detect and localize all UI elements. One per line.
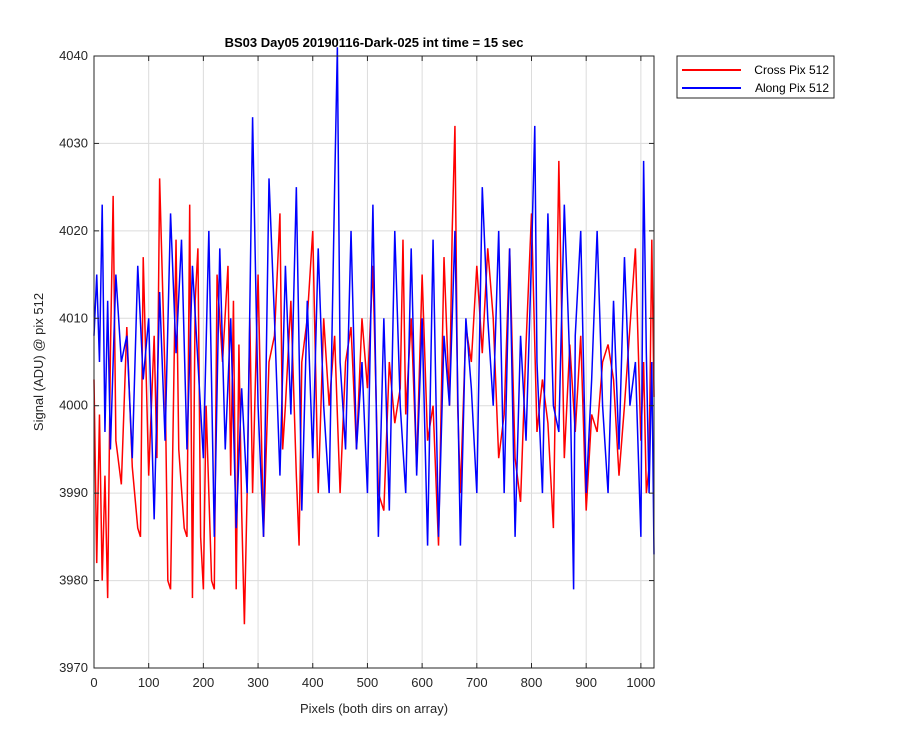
x-tick-label: 500	[357, 675, 379, 690]
x-tick-label: 200	[193, 675, 215, 690]
series-line-along-pix-512	[93, 47, 655, 590]
y-tick-label: 4010	[59, 310, 88, 325]
x-tick-label: 300	[247, 675, 269, 690]
y-tick-label: 3990	[59, 485, 88, 500]
y-axis-label: Signal (ADU) @ pix 512	[31, 293, 46, 431]
x-tick-label: 700	[466, 675, 488, 690]
y-tick-label: 3970	[59, 660, 88, 675]
y-tick-label: 4040	[59, 48, 88, 63]
y-tick-label: 3980	[59, 573, 88, 588]
x-tick-label: 900	[575, 675, 597, 690]
plot-series	[93, 47, 655, 625]
legend-box	[676, 55, 835, 99]
x-tick-label: 600	[411, 675, 433, 690]
y-tick-label: 4000	[59, 398, 88, 413]
x-tick-label: 400	[302, 675, 324, 690]
legend-label-cross: Cross Pix 512	[754, 63, 829, 77]
x-tick-label: 100	[138, 675, 160, 690]
x-tick-label: 800	[521, 675, 543, 690]
x-axis-label: Pixels (both dirs on array)	[300, 701, 448, 716]
x-tick-label: 1000	[626, 675, 655, 690]
y-tick-label: 4020	[59, 223, 88, 238]
chart-title: BS03 Day05 20190116-Dark-025 int time = …	[225, 35, 524, 50]
axes-box	[93, 55, 655, 669]
legend: Cross Pix 512 Along Pix 512	[676, 55, 835, 99]
y-tick-label: 4030	[59, 135, 88, 150]
x-tick-label: 0	[90, 675, 97, 690]
legend-label-along: Along Pix 512	[755, 81, 829, 95]
series-line-cross-pix-512	[93, 125, 655, 625]
axis-ticks: 0 100 200 300 400 500 600 700 800 900 1000 3970 3980…	[59, 48, 655, 690]
